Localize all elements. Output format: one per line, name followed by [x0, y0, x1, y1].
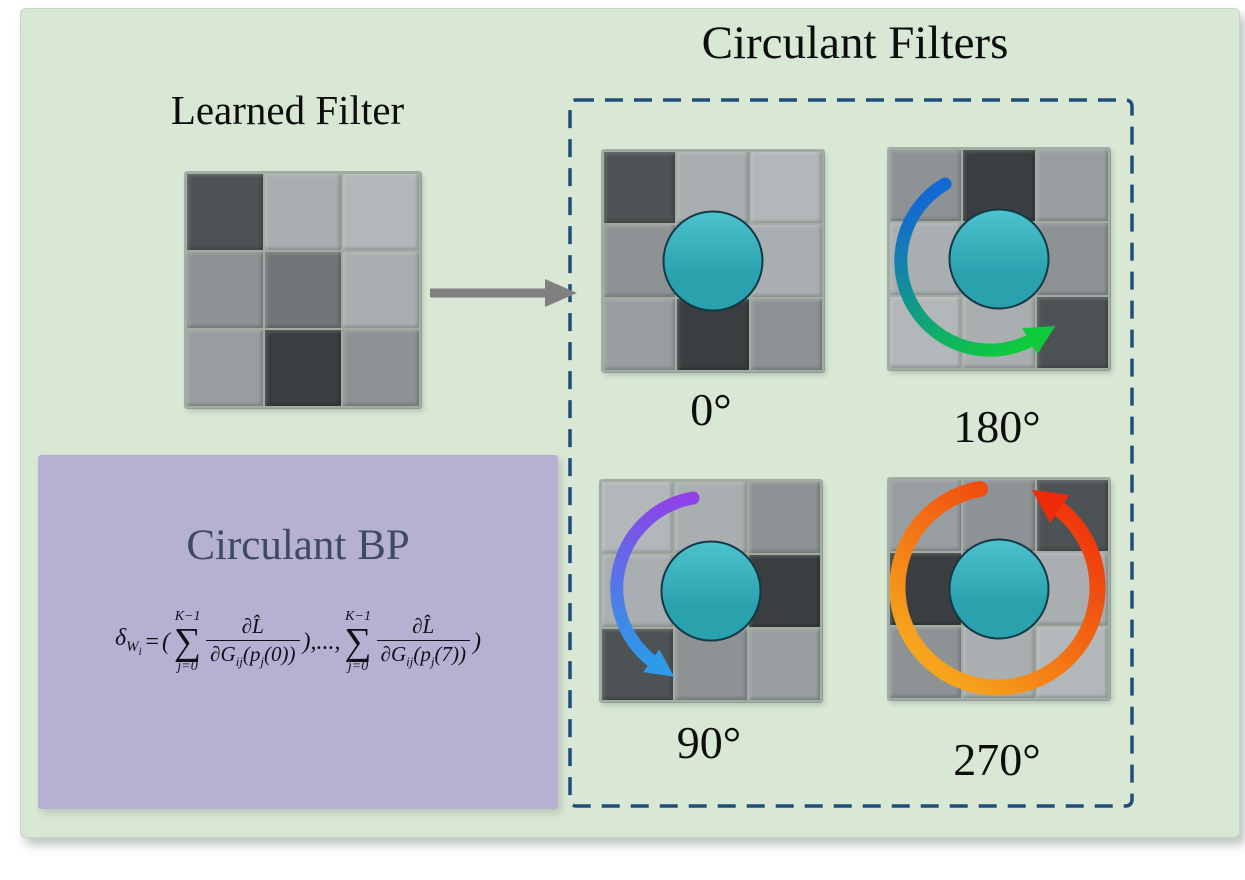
filter-cell [604, 298, 676, 370]
filter-cell [187, 330, 263, 406]
center-circle [948, 208, 1050, 310]
label-0deg: 0° [690, 384, 732, 435]
filter-cell [602, 628, 674, 700]
circulant-filters-title: Circulant Filters [701, 17, 1009, 69]
formula-equals: = [143, 629, 161, 656]
circulant-bp-title: Circulant BP [186, 522, 410, 569]
bp-formula: δWi = ( K−1 ∑ j=0 ∂L̂ ∂Gij(pj(0)) ),...,… [38, 610, 558, 674]
summation-1: K−1 ∑ j=0 [174, 609, 202, 675]
filter-cell [1036, 150, 1108, 222]
filter-cell [890, 296, 962, 368]
filter-cell [750, 298, 822, 370]
fraction-1: ∂L̂ ∂Gij(pj(0)) [206, 615, 300, 668]
filter-cell [1036, 626, 1108, 698]
filter-cell [750, 152, 822, 224]
filter-cell [265, 174, 341, 250]
filter-cell [602, 482, 674, 554]
filter-cell [1036, 296, 1108, 368]
filter-grid-180deg [888, 148, 1110, 370]
filter-cell [187, 252, 263, 328]
filter-grid-270deg [888, 478, 1110, 700]
center-circle [660, 540, 762, 642]
filter-cell [187, 174, 263, 250]
filter-cell [890, 626, 962, 698]
filter-cell [343, 174, 419, 250]
center-circle [662, 210, 764, 312]
formula-open-paren: ( [162, 629, 171, 656]
filter-cell [343, 252, 419, 328]
filter-grid-90deg [600, 480, 822, 702]
formula-close-paren: ) [473, 629, 482, 656]
center-circle [948, 538, 1050, 640]
filter-cell [748, 482, 820, 554]
label-270deg: 270° [953, 734, 1041, 785]
formula-delta: δWi [114, 625, 142, 658]
filter-cell [265, 330, 341, 406]
learned-filter-grid [185, 172, 421, 408]
circulant-bp-box: Circulant BP δWi = ( K−1 ∑ j=0 ∂L̂ ∂Gij(… [38, 455, 558, 809]
filter-cell [748, 628, 820, 700]
label-90deg: 90° [676, 717, 742, 768]
filter-cell [890, 150, 962, 222]
filter-grid-0deg [602, 150, 824, 372]
filter-cell [265, 252, 341, 328]
learned-filter-title: Learned Filter [170, 87, 405, 133]
formula-middle: ),..., [302, 629, 341, 656]
filter-cell [1036, 480, 1108, 552]
filter-cell [890, 480, 962, 552]
label-180deg: 180° [953, 401, 1041, 452]
fraction-2: ∂L̂ ∂Gij(pj(7)) [376, 615, 471, 668]
summation-2: K−1 ∑ j=0 [344, 609, 372, 675]
filter-cell [343, 330, 419, 406]
filter-cell [604, 152, 676, 224]
